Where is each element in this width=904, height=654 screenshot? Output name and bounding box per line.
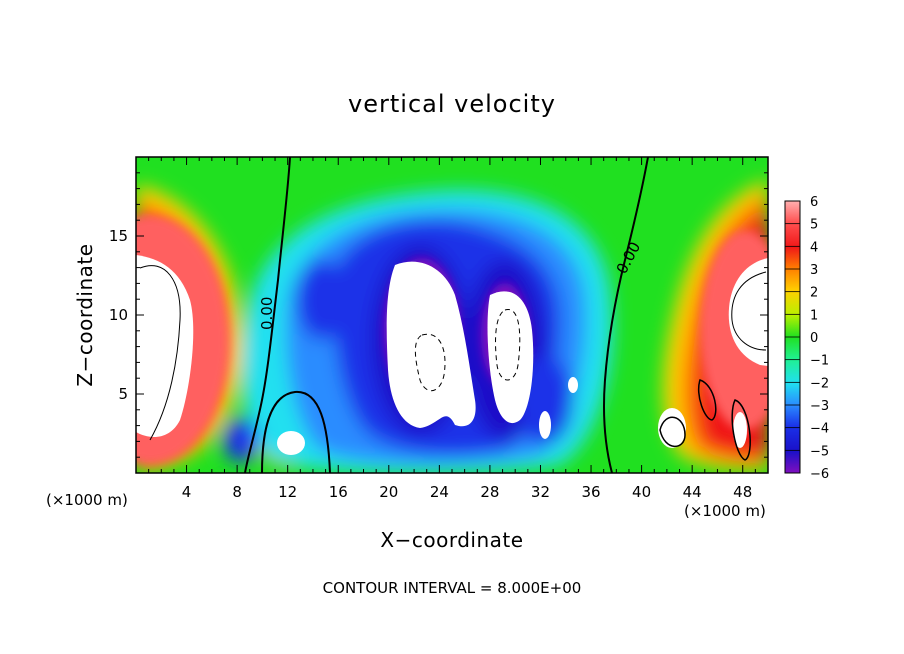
x-tick-label: 40 (632, 483, 651, 501)
colorbar-tick-label: −2 (810, 376, 829, 391)
y-tick-label: 10 (109, 306, 128, 324)
x-tick-label: 48 (733, 483, 752, 501)
y-axis-title: Z−coordinate (73, 243, 97, 386)
x-unit-label-right: (×1000 m) (684, 502, 766, 520)
x-tick-label: 16 (329, 483, 348, 501)
contour-lines (139, 157, 767, 473)
y-axis: 5 10 15 (109, 156, 768, 474)
right-lower-saturated (658, 408, 686, 448)
contour-right-lower-c (731, 399, 751, 461)
colorbar-tick-label: −6 (810, 467, 829, 482)
right-saturated-region (728, 258, 768, 366)
x-tick-label: 8 (232, 483, 242, 501)
colorbar-tick-label: 2 (810, 286, 818, 301)
heatmap-field: 0.00 0.00 (136, 157, 768, 473)
colorbar-tick-label: 5 (810, 218, 818, 233)
colorbar-tick-label: −5 (810, 444, 829, 459)
x-tick-label: 28 (480, 483, 499, 501)
y-tick-label: 15 (109, 227, 128, 245)
x-tick-label: 12 (278, 483, 297, 501)
colorbar-tick-label: 4 (810, 240, 818, 255)
central-saturated-right (487, 291, 534, 424)
x-tick-label: 4 (182, 483, 192, 501)
colorbar-tick-label: −4 (810, 422, 829, 437)
contour-small-updraft (261, 390, 331, 473)
contour-right-lower-a (659, 416, 686, 448)
central-saturated-dot (568, 377, 578, 393)
colorbar-tick-label: 3 (810, 263, 818, 278)
colorbar-ticks: 6 5 4 3 2 1 0 −1 −2 −3 −4 −5 −6 (785, 195, 829, 482)
x-tick-label: 32 (531, 483, 550, 501)
contour-label-left: 0.00 (258, 297, 276, 330)
x-tick-label: 44 (683, 483, 702, 501)
x-unit-label-left: (×1000 m) (46, 491, 128, 509)
colorbar-tick-label: 6 (810, 195, 818, 210)
y-tick-label: 5 (118, 385, 128, 403)
zero-contour-left (244, 157, 291, 473)
central-saturated-left (386, 261, 476, 428)
right-lower-saturated-b (733, 412, 747, 448)
x-tick-label: 36 (581, 483, 600, 501)
contour-right-inner (731, 271, 767, 351)
chart-title: vertical velocity (348, 90, 556, 118)
contour-interval-note: CONTOUR INTERVAL = 8.000E+00 (323, 579, 582, 597)
x-tick-label: 24 (430, 483, 449, 501)
central-saturated-small (539, 411, 551, 439)
colorbar-tick-label: −3 (810, 399, 829, 414)
contour-right-lower-b (698, 379, 717, 421)
x-axis-title: X−coordinate (380, 528, 523, 552)
colorbar-tick-label: −1 (810, 354, 829, 369)
colorbar-tick-label: 0 (810, 331, 818, 346)
colorbar-tick-label: 1 (810, 308, 818, 323)
contour-downdraft-dashed-a (414, 333, 446, 392)
contour-left-inner (139, 265, 181, 441)
x-axis: 4 8 12 16 20 24 28 32 36 40 44 48 (135, 157, 769, 501)
downdraft-side-a (297, 260, 347, 340)
zero-contour-right (603, 157, 649, 473)
contour-downdraft-dashed-b (495, 309, 521, 381)
x-tick-label: 20 (379, 483, 398, 501)
small-updraft-saturated (277, 431, 305, 455)
